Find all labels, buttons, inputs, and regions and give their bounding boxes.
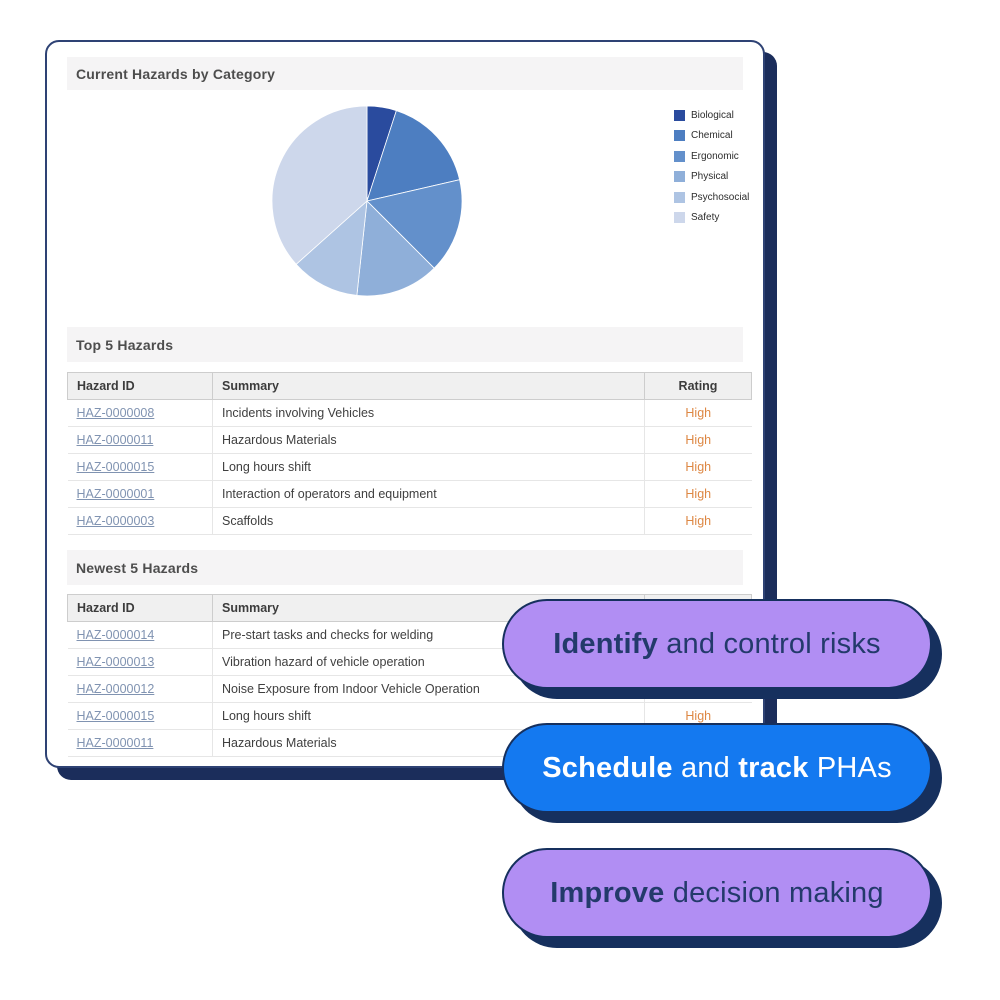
legend-swatch-icon [674, 191, 685, 203]
pie-chart-area: Biological Chemical Ergonomic Physical Psych… [47, 90, 763, 320]
hazard-id-cell: HAZ-0000015 [67, 702, 213, 730]
hazard-id-cell: HAZ-0000003 [67, 507, 213, 535]
badge-text-segment: decision making [664, 876, 884, 909]
hazard-summary-cell: Scaffolds [212, 507, 645, 535]
table-row: HAZ-0000015 Long hours shift High [67, 453, 752, 481]
hazard-id-cell: HAZ-0000011 [67, 426, 213, 454]
hazard-link[interactable]: HAZ-0000012 [76, 682, 155, 696]
hazard-summary-cell: Interaction of operators and equipment [212, 480, 645, 508]
hazard-link[interactable]: HAZ-0000003 [76, 514, 155, 528]
table-row: HAZ-0000001 Interaction of operators and … [67, 480, 752, 508]
legend-label: Safety [691, 212, 720, 223]
table-row: HAZ-0000011 Hazardous Materials High [67, 426, 752, 454]
hazard-id-cell: HAZ-0000011 [67, 729, 213, 757]
column-header-hazard-id: Hazard ID [67, 372, 213, 400]
hazard-link[interactable]: HAZ-0000011 [76, 736, 154, 750]
badge-identify-risks: Identify and control risks [502, 599, 932, 689]
section-title-current-hazards: Current Hazards by Category [67, 57, 743, 90]
column-header-summary: Summary [212, 372, 645, 400]
hazard-id-cell: HAZ-0000015 [67, 453, 213, 481]
hazard-rating-cell: High [644, 453, 752, 481]
legend-label: Ergonomic [691, 150, 739, 162]
badge-text-segment: PHAs [808, 751, 892, 784]
legend-item-biological: Biological [674, 109, 749, 121]
badge-text-segment: Identify [553, 627, 658, 660]
hazard-summary-cell: Long hours shift [212, 453, 645, 481]
section-title-top5: Top 5 Hazards [67, 327, 743, 362]
dashboard-card: Current Hazards by Category Biological Ch… [45, 40, 765, 768]
legend-item-physical: Physical [674, 171, 749, 183]
column-header-rating: Rating [644, 372, 752, 400]
hazard-rating-cell: High [644, 426, 752, 454]
pie-chart [271, 105, 463, 297]
hazard-id-cell: HAZ-0000012 [67, 675, 213, 703]
legend-swatch-icon [674, 150, 685, 162]
hazard-summary-cell: Hazardous Materials [212, 426, 645, 454]
badge-text-segment: track [738, 751, 809, 784]
hazard-summary-cell: Incidents involving Vehicles [212, 399, 645, 427]
legend-item-ergonomic: Ergonomic [674, 150, 749, 162]
hazard-id-cell: HAZ-0000013 [67, 648, 213, 676]
pie-slice-ergonomic [366, 179, 463, 269]
legend-label: Biological [691, 109, 734, 121]
legend-item-chemical: Chemical [674, 130, 749, 142]
hazard-link[interactable]: HAZ-0000014 [76, 628, 155, 642]
column-header-hazard-id: Hazard ID [67, 594, 213, 622]
hazard-link[interactable]: HAZ-0000015 [76, 709, 155, 723]
badge-schedule-track-phas: Schedule and track PHAs [502, 723, 932, 813]
legend-item-psychosocial: Psychosocial [674, 191, 749, 203]
badge-text-segment: and control risks [657, 627, 881, 660]
table-row: HAZ-0000008 Incidents involving Vehicles H… [67, 399, 752, 427]
badge-text-segment: Schedule [542, 751, 673, 784]
hazard-id-cell: HAZ-0000001 [67, 480, 213, 508]
chart-legend: Biological Chemical Ergonomic Physical Psych… [674, 109, 749, 232]
pie-slice-chemical [366, 110, 461, 202]
hazard-id-cell: HAZ-0000014 [67, 621, 213, 649]
hazard-link[interactable]: HAZ-0000015 [76, 460, 155, 474]
legend-swatch-icon [674, 171, 685, 182]
legend-swatch-icon [674, 212, 685, 223]
hazard-rating-cell: High [644, 480, 752, 508]
legend-swatch-icon [674, 109, 685, 121]
pie-slice-psychosocial [295, 200, 368, 296]
legend-label: Psychosocial [691, 191, 750, 203]
hazard-link[interactable]: HAZ-0000001 [76, 487, 155, 501]
badge-text-segment: Improve [550, 876, 665, 909]
hazard-link[interactable]: HAZ-0000011 [76, 433, 154, 447]
legend-swatch-icon [674, 130, 685, 141]
hazard-link[interactable]: HAZ-0000008 [76, 406, 155, 420]
hazard-rating-cell: High [644, 399, 752, 427]
top5-hazards-table: Hazard ID Summary Rating HAZ-0000008 Incide… [67, 372, 752, 535]
hazard-id-cell: HAZ-0000008 [67, 399, 213, 427]
legend-label: Physical [691, 171, 729, 182]
badge-text-segment: and [672, 751, 739, 784]
hazard-rating-cell: High [644, 507, 752, 535]
legend-item-safety: Safety [674, 212, 749, 224]
table-row: HAZ-0000003 Scaffolds High [67, 507, 752, 535]
hazard-link[interactable]: HAZ-0000013 [76, 655, 155, 669]
pie-slice-physical [356, 200, 435, 297]
section-title-newest5: Newest 5 Hazards [67, 550, 743, 585]
legend-label: Chemical [691, 130, 733, 141]
pie-slice-safety [271, 105, 368, 265]
badge-improve-decision-making: Improve decision making [502, 848, 932, 938]
